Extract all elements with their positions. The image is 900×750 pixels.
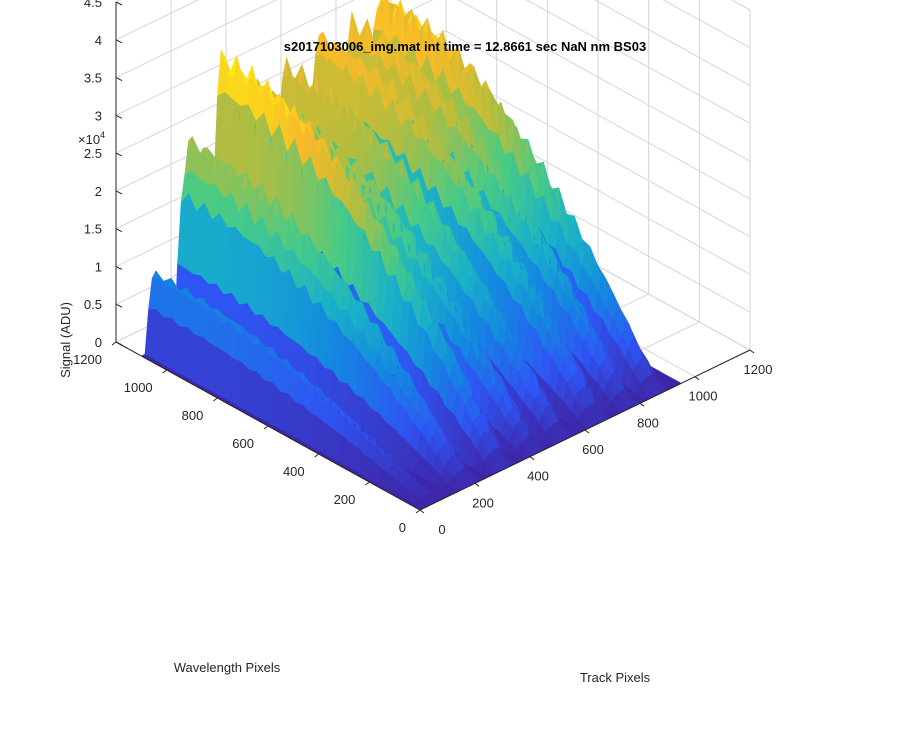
grid-line-back-z	[115, 0, 278, 79]
z-tick-label: 2.5	[84, 146, 102, 161]
z-tick-label: 4	[95, 33, 102, 48]
z-tick-label: 2	[95, 184, 102, 199]
z-exponent-label: ×104	[78, 130, 105, 147]
z-tick-label: 1.5	[84, 222, 102, 237]
x-tick-mark	[584, 429, 590, 434]
surface-layer	[140, 0, 682, 511]
grid-line-side-z	[457, 0, 751, 162]
y-tick-label: 1200	[73, 352, 102, 367]
y-tick-label: 400	[283, 464, 305, 479]
x-tick-label: 600	[582, 442, 604, 457]
z-tick-mark	[115, 228, 123, 233]
x-tick-label: 200	[472, 495, 494, 510]
chart-title: s2017103006_img.mat int time = 12.8661 s…	[284, 39, 646, 54]
grid-line-back-z	[115, 0, 200, 41]
x-tick-mark	[749, 349, 755, 354]
z-tick-mark	[115, 265, 123, 270]
z-tick-label: 0	[95, 335, 102, 350]
z-tick-label: 3	[95, 108, 102, 123]
y-tick-mark	[213, 397, 218, 402]
z-tick-mark	[115, 77, 123, 82]
z-tick-label: 0.5	[84, 297, 102, 312]
y-tick-mark	[415, 509, 421, 514]
grid-line-side-z	[445, 68, 751, 238]
x-tick-label: 1000	[689, 389, 718, 404]
z-tick-mark	[115, 39, 123, 44]
x-tick-mark	[639, 402, 645, 407]
y-tick-mark	[162, 369, 167, 374]
grid-line-side-z	[525, 0, 751, 124]
y-tick-label: 800	[182, 408, 204, 423]
y-tick-label: 600	[232, 436, 254, 451]
x-axis-label: Track Pixels	[580, 670, 651, 685]
axis-layer: 0200400600800100012000200400600800100012…	[73, 0, 772, 537]
z-tick-label: 3.5	[84, 71, 102, 86]
x-tick-mark	[694, 376, 700, 381]
grid-line-side-z	[445, 30, 751, 200]
text-layer: s2017103006_img.mat int time = 12.8661 s…	[58, 39, 651, 685]
z-tick-mark	[115, 1, 123, 6]
z-axis-label: Signal (ADU)	[58, 302, 73, 378]
y-tick-mark	[365, 481, 370, 486]
y-axis-label: Wavelength Pixels	[174, 660, 281, 675]
z-exponent-power: 4	[100, 130, 105, 140]
z-tick-mark	[115, 190, 123, 195]
y-tick-label: 1000	[124, 380, 153, 395]
z-tick-mark	[115, 114, 123, 119]
z-tick-label: 4.5	[84, 0, 102, 10]
y-tick-mark	[263, 425, 269, 430]
y-tick-mark	[111, 341, 117, 346]
x-tick-label: 400	[527, 469, 549, 484]
y-tick-mark	[314, 453, 319, 458]
grid-line-side-z	[662, 0, 751, 49]
x-tick-mark	[529, 456, 535, 461]
x-tick-label: 800	[637, 415, 659, 430]
y-tick-label: 0	[399, 520, 406, 535]
grid-line-back-z	[115, 0, 356, 116]
grid-line-side-z	[594, 0, 751, 86]
x-tick-label: 1200	[744, 362, 773, 377]
x-tick-label: 0	[438, 522, 445, 537]
z-tick-label: 1	[95, 259, 102, 274]
z-tick-mark	[115, 303, 123, 308]
x-tick-mark	[419, 509, 425, 514]
z-tick-mark	[115, 341, 123, 346]
y-tick-label: 200	[334, 492, 356, 507]
x-tick-mark	[474, 482, 480, 487]
z-tick-mark	[115, 152, 123, 157]
